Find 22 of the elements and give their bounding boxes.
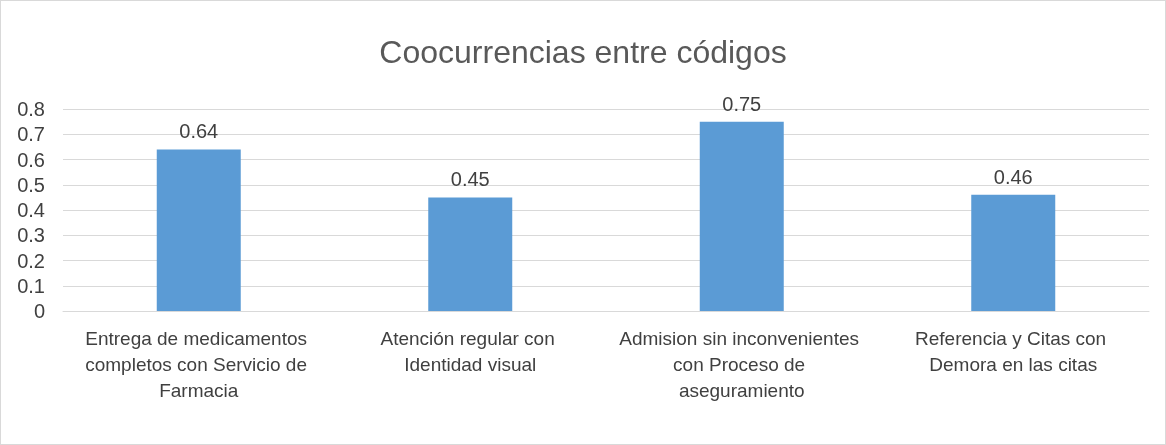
y-tick-label: 0.6 — [17, 148, 45, 171]
x-tick-label: Referencia y Citas con Demora en las citas — [915, 327, 1112, 375]
y-tick-label: 0.3 — [17, 224, 45, 247]
x-tick-label: Admision sin inconvenientes con Proceso de aseguramiento — [619, 327, 865, 401]
bar — [971, 194, 1056, 311]
data-label: 0.75 — [722, 92, 762, 115]
chart-title: Coocurrencias entre códigos — [379, 34, 787, 70]
y-tick-label: 0.4 — [17, 199, 45, 221]
data-label: 0.45 — [450, 168, 490, 191]
y-tick-label: 0.2 — [17, 249, 45, 272]
y-tick-label: 0.1 — [17, 274, 45, 297]
bar — [428, 197, 513, 311]
y-tick-label: 0.7 — [17, 123, 45, 146]
y-tick-label: 0 — [33, 300, 45, 322]
x-tick-label: Atención regular con Identidad visual — [380, 327, 561, 375]
bar — [156, 149, 241, 311]
y-tick-label: 0.5 — [17, 173, 45, 196]
data-label: 0.64 — [179, 120, 219, 143]
data-label: 0.46 — [993, 165, 1033, 188]
bar — [699, 121, 784, 311]
y-tick-label: 0.8 — [17, 98, 45, 120]
x-tick-label: Entrega de medicamentos completos con Servicio de Farmacia — [85, 327, 313, 401]
